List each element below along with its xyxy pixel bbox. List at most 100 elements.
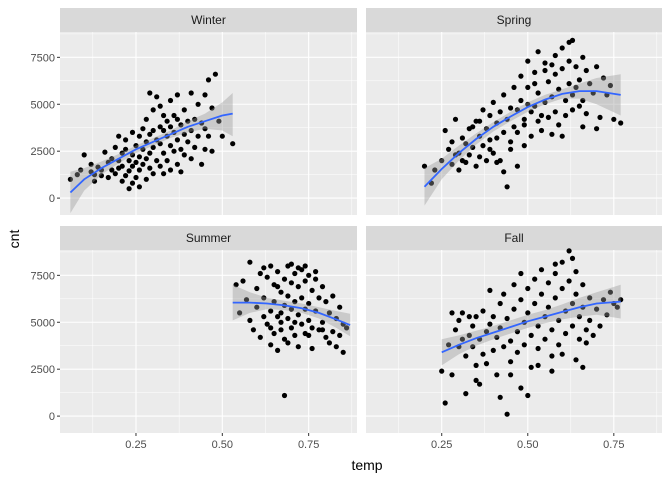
data-point: [285, 293, 291, 299]
data-point: [583, 111, 589, 117]
data-point: [487, 137, 493, 143]
facet-label-winter: Winter: [191, 13, 226, 27]
data-point: [487, 112, 493, 119]
data-point: [123, 137, 129, 143]
data-point: [157, 141, 163, 147]
data-point: [278, 310, 284, 316]
data-point: [119, 178, 125, 184]
data-point: [483, 329, 490, 335]
data-point: [281, 336, 288, 342]
data-point: [528, 364, 534, 370]
data-point: [181, 131, 187, 137]
data-point: [330, 293, 336, 299]
data-point: [309, 287, 315, 293]
data-point: [552, 109, 558, 115]
data-point: [552, 71, 558, 77]
data-point: [316, 295, 322, 301]
panel-background-fall: [366, 250, 662, 433]
data-point: [209, 148, 215, 154]
data-point: [319, 284, 326, 290]
data-point: [559, 133, 565, 139]
data-point: [587, 295, 593, 301]
data-point: [545, 304, 552, 310]
data-point: [278, 327, 284, 333]
data-point: [563, 330, 569, 337]
data-point: [559, 45, 565, 51]
data-point: [556, 122, 562, 128]
data-point: [192, 144, 198, 150]
data-point: [91, 178, 98, 184]
data-point: [275, 314, 281, 320]
data-point: [306, 317, 312, 323]
data-point: [306, 300, 312, 307]
data-point: [473, 377, 479, 383]
data-point: [161, 127, 167, 134]
data-point: [247, 317, 253, 323]
data-point: [487, 146, 493, 152]
data-point: [463, 391, 469, 397]
data-point: [105, 174, 111, 181]
data-point: [514, 349, 521, 355]
data-point: [559, 351, 565, 357]
data-point: [525, 310, 531, 316]
y-tick-label: 2500: [31, 146, 55, 158]
data-point: [518, 297, 524, 303]
data-point: [271, 330, 277, 337]
data-point: [573, 84, 579, 90]
data-point: [480, 308, 486, 314]
data-point: [288, 261, 294, 267]
data-point: [497, 109, 503, 115]
data-point: [205, 133, 212, 139]
data-point: [480, 107, 486, 113]
data-point: [268, 342, 274, 348]
smooth-line-summer: [232, 301, 351, 326]
data-point: [511, 124, 517, 130]
data-point: [545, 79, 552, 85]
data-point: [535, 362, 541, 368]
data-point: [261, 314, 267, 320]
data-point: [466, 332, 472, 338]
data-point: [247, 259, 253, 265]
data-point: [432, 167, 438, 173]
data-point: [518, 385, 524, 391]
data-point: [497, 394, 503, 400]
data-point: [559, 259, 565, 265]
data-point: [497, 300, 503, 307]
data-point: [514, 129, 521, 135]
data-point: [216, 118, 222, 124]
x-tick-label: 0.75: [603, 439, 624, 451]
data-point: [133, 174, 139, 181]
data-point: [576, 336, 583, 342]
smooth-line-winter: [69, 112, 233, 194]
data-point: [573, 64, 579, 70]
data-point: [243, 297, 250, 303]
data-point: [532, 300, 538, 307]
data-point: [254, 285, 260, 292]
data-point: [466, 152, 472, 158]
data-point: [285, 315, 291, 322]
data-point: [174, 116, 180, 122]
x-tick-label: 0.25: [431, 439, 452, 451]
data-point: [439, 158, 445, 164]
data-point: [566, 248, 572, 254]
data-point: [463, 159, 469, 165]
data-point: [463, 141, 469, 147]
facet-label-spring: Spring: [497, 13, 532, 27]
data-point: [268, 263, 274, 269]
data-point: [167, 97, 174, 104]
data-point: [161, 112, 167, 119]
data-point: [456, 167, 462, 173]
data-point: [188, 127, 194, 134]
data-point: [573, 291, 579, 297]
data-point: [518, 97, 524, 104]
data-point: [563, 97, 569, 104]
data-point: [288, 306, 294, 312]
data-point: [344, 325, 350, 331]
data-point: [566, 58, 572, 64]
y-tick-label: 0: [49, 411, 55, 423]
x-tick-label: 0.75: [298, 439, 319, 451]
data-point: [261, 295, 267, 301]
data-point: [542, 336, 548, 342]
data-point: [525, 84, 531, 90]
data-point: [583, 67, 589, 74]
